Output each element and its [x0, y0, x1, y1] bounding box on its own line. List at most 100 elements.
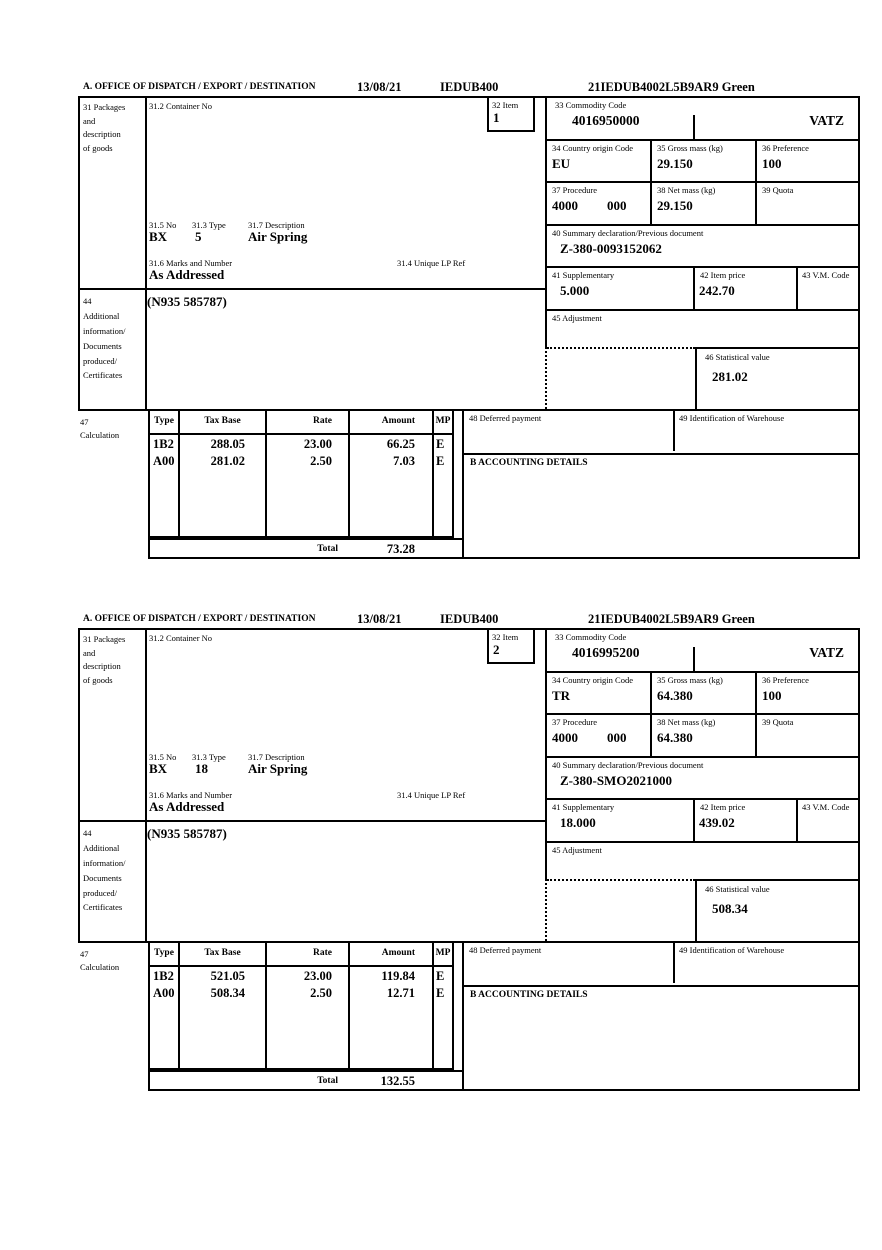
col-type-header: Type	[154, 948, 174, 958]
item-price-value: 439.02	[699, 815, 735, 830]
item-price-box: 42 Item price 439.02	[695, 800, 798, 843]
item-detail-box: 31 Packages and description of goods 44 …	[78, 628, 860, 943]
supplementary-label: 41 Supplementary	[552, 270, 615, 280]
adjustment-label: 45 Adjustment	[552, 845, 602, 855]
col-rate-header: Rate	[313, 416, 332, 426]
quota-box: 39 Quota	[757, 715, 858, 758]
divider	[150, 433, 452, 435]
summary-declaration-label: 40 Summary declaration/Previous document	[552, 228, 704, 238]
accounting-details-box: B ACCOUNTING DETAILS	[462, 987, 860, 1091]
item-price-label: 42 Item price	[700, 270, 746, 280]
procedure-box: 37 Procedure 4000 000	[547, 715, 652, 758]
warehouse-label: 49 Identification of Warehouse	[679, 413, 785, 423]
commodity-code-value: 4016995200	[572, 645, 640, 660]
adjustment-box: 45 Adjustment	[547, 843, 858, 879]
tax-amount: 66.25	[386, 437, 415, 451]
description-value: Air Spring	[248, 229, 308, 244]
packages-label: 31 Packages and description of goods	[83, 102, 126, 153]
statistical-value-label: 46 Statistical value	[705, 352, 770, 362]
net-mass-label: 38 Net mass (kg)	[657, 717, 716, 727]
col-tax-base-header: Tax Base	[204, 948, 241, 958]
gross-mass-box: 35 Gross mass (kg) 64.380	[652, 673, 757, 715]
total-row: Total 132.55	[148, 1070, 462, 1091]
vat-code-value: VATZ	[809, 645, 844, 660]
country-origin-label: 34 Country origin Code	[552, 143, 633, 153]
summary-declaration-label: 40 Summary declaration/Previous document	[552, 760, 704, 770]
declaration-reference: 21IEDUB4002L5B9AR9 Green	[588, 612, 755, 626]
additional-information-label: 44 Additional information/ Documents pro…	[83, 828, 126, 913]
declaration-item-section: A. OFFICE OF DISPATCH / EXPORT / DESTINA…	[0, 80, 882, 562]
procedure-label: 37 Procedure	[552, 185, 598, 195]
divider	[348, 943, 350, 1068]
divider	[145, 98, 147, 409]
divider	[265, 943, 267, 1068]
office-of-dispatch-label: A. OFFICE OF DISPATCH / EXPORT / DESTINA…	[83, 82, 316, 92]
commodity-code-value: 4016950000	[572, 113, 640, 128]
procedure-box: 37 Procedure 4000 000	[547, 183, 652, 226]
country-origin-value: TR	[552, 688, 571, 703]
tax-mp: E	[436, 454, 445, 468]
preference-box: 36 Preference 100	[757, 141, 858, 183]
divider	[432, 943, 434, 1068]
item-number-value: 1	[493, 110, 500, 125]
additional-information-label: 44 Additional information/ Documents pro…	[83, 296, 126, 381]
col-amount-header: Amount	[381, 416, 415, 426]
country-origin-box: 34 Country origin Code EU	[547, 141, 652, 183]
container-no-label: 31.2 Container No	[149, 633, 213, 643]
item-number-value: 2	[493, 642, 500, 657]
package-type-label: 31.3 Type	[192, 220, 226, 230]
tax-base: 521.05	[210, 969, 245, 983]
total-label: Total	[317, 544, 338, 554]
procedure-label: 37 Procedure	[552, 717, 598, 727]
gross-mass-label: 35 Gross mass (kg)	[657, 143, 723, 153]
total-value: 132.55	[380, 1074, 415, 1088]
container-no-label: 31.2 Container No	[149, 101, 213, 111]
item-price-value: 242.70	[699, 283, 735, 298]
item-price-label: 42 Item price	[700, 802, 746, 812]
tax-rate: 2.50	[310, 986, 332, 1000]
item-number-box: 32 Item 1	[487, 98, 535, 132]
quota-box: 39 Quota	[757, 183, 858, 226]
calculation-label: 47 Calculation	[80, 417, 120, 441]
divider	[673, 943, 675, 983]
supplementary-value: 5.000	[560, 283, 590, 298]
office-code: IEDUB400	[440, 612, 499, 626]
marks-value: As Addressed	[149, 267, 225, 282]
declaration-date: 13/08/21	[357, 612, 402, 626]
deferred-payment-box: 48 Deferred payment 49 Identification of…	[462, 411, 860, 455]
divider	[265, 411, 267, 536]
col-rate-header: Rate	[313, 948, 332, 958]
item-price-box: 42 Item price 242.70	[695, 268, 798, 311]
preference-box: 36 Preference 100	[757, 673, 858, 715]
divider	[348, 411, 350, 536]
vm-code-box: 43 V.M. Code	[798, 800, 858, 843]
tax-type: 1B2	[153, 437, 174, 451]
office-of-dispatch-label: A. OFFICE OF DISPATCH / EXPORT / DESTINA…	[83, 614, 316, 624]
summary-declaration-value: Z-380-0093152062	[560, 241, 662, 256]
supplementary-box: 41 Supplementary 18.000	[547, 800, 695, 843]
commodity-code-box: 33 Commodity Code 4016950000 VATZ	[547, 98, 858, 141]
statistical-value: 281.02	[712, 369, 748, 384]
marks-value: As Addressed	[149, 799, 225, 814]
right-column: 33 Commodity Code 4016995200 VATZ 34 Cou…	[547, 630, 858, 941]
package-type-label: 31.3 Type	[192, 752, 226, 762]
procedure-value: 4000	[552, 730, 578, 745]
divider	[80, 288, 547, 290]
total-row: Total 73.28	[148, 538, 462, 559]
unique-lp-ref-label: 31.4 Unique LP Ref	[397, 258, 466, 268]
net-mass-value: 29.150	[657, 198, 693, 213]
summary-declaration-value: Z-380-SMO2021000	[560, 773, 672, 788]
package-no-value: BX	[149, 229, 168, 244]
declaration-date: 13/08/21	[357, 80, 402, 94]
tax-type: 1B2	[153, 969, 174, 983]
deferred-payment-label: 48 Deferred payment	[469, 945, 542, 955]
statistical-value-label: 46 Statistical value	[705, 884, 770, 894]
col-type-header: Type	[154, 416, 174, 426]
tax-rate: 2.50	[310, 454, 332, 468]
summary-declaration-box: 40 Summary declaration/Previous document…	[547, 758, 858, 800]
supplementary-value: 18.000	[560, 815, 596, 830]
country-origin-value: EU	[552, 156, 571, 171]
tax-base: 281.02	[210, 454, 245, 468]
calculation-table: Type Tax Base Rate Amount MP 1B2 521.05 …	[148, 943, 454, 1070]
divider	[150, 965, 452, 967]
